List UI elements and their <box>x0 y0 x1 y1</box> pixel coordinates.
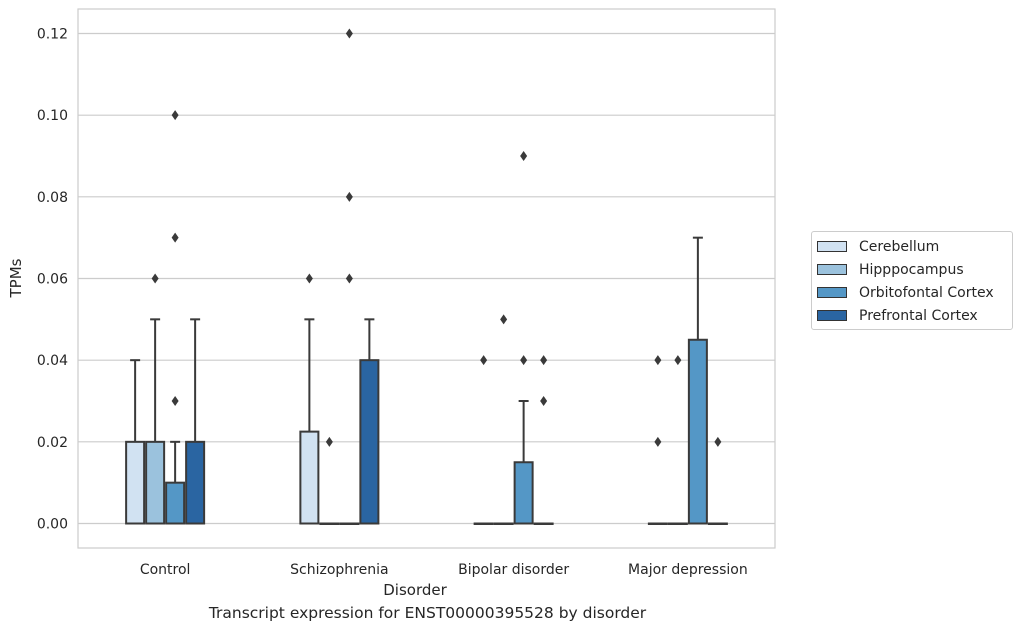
outlier-point <box>305 273 313 284</box>
x-tick-label: Schizophrenia <box>290 562 388 578</box>
x-tick-label: Major depression <box>628 562 748 578</box>
outlier-point <box>654 436 662 447</box>
y-tick-label: 0.06 <box>37 272 68 288</box>
box-major-depression-cerebellum <box>647 355 668 525</box>
x-tick-label: Bipolar disorder <box>458 562 569 578</box>
box <box>513 461 534 525</box>
legend-swatch <box>817 264 847 275</box>
outlier-point <box>345 191 353 202</box>
legend-label: Prefrontal Cortex <box>859 307 978 324</box>
y-tick-label: 0.00 <box>37 517 68 533</box>
x-tick-labels: Control Schizophrenia Bipolar disorder Majo… <box>140 562 748 578</box>
outlier-point <box>520 355 528 366</box>
y-tick-label: 0.02 <box>37 435 68 451</box>
box-bipolar-disorder-orbitofontal-cortex <box>513 151 534 525</box>
y-tick-label: 0.08 <box>37 190 68 206</box>
y-tick-label: 0.12 <box>37 27 68 43</box>
legend-swatch <box>817 287 847 298</box>
outlier-point <box>714 436 722 447</box>
box <box>299 430 320 525</box>
outlier-point <box>654 355 662 366</box>
outlier-point <box>540 396 548 406</box>
outlier-point <box>480 355 488 366</box>
x-tick-label: Control <box>140 562 191 578</box>
box-major-depression-orbitofontal-cortex <box>687 236 708 525</box>
outlier-point <box>674 355 682 366</box>
legend-swatch <box>817 310 847 321</box>
box <box>145 440 166 525</box>
y-tick-label: 0.10 <box>37 108 68 124</box>
y-axis-label: TPMs <box>7 258 25 298</box>
outlier-point <box>151 273 159 284</box>
box-control-orbitofontal-cortex <box>165 110 186 525</box>
outlier-point <box>171 110 179 121</box>
outlier-point <box>345 273 353 284</box>
legend-item: Prefrontal Cortex <box>812 304 1012 327</box>
legend-item: Hipppocampus <box>812 258 1012 281</box>
box <box>359 359 380 525</box>
box-schizophrenia-cerebellum <box>299 273 320 525</box>
box <box>125 440 146 525</box>
x-axis-label: Disorder <box>383 581 447 599</box>
box-control-hipppocampus <box>145 273 166 525</box>
outlier-point <box>500 314 508 325</box>
outlier-point <box>325 436 333 447</box>
outlier-point <box>540 355 548 366</box>
gridlines <box>78 32 775 525</box>
box <box>687 338 708 525</box>
box <box>185 440 206 525</box>
outlier-point <box>171 232 179 243</box>
legend-label: Cerebellum <box>859 238 940 255</box>
legend-swatch <box>817 241 847 252</box>
box-control-cerebellum <box>125 359 146 525</box>
box-bipolar-disorder-prefrontal-cortex <box>533 355 554 525</box>
box-schizophrenia-hipppocampus <box>319 436 340 525</box>
box-schizophrenia-orbitofontal-cortex <box>339 28 360 525</box>
box-major-depression-hipppocampus <box>667 355 688 525</box>
y-tick-labels: 0.00 0.02 0.04 0.06 0.08 0.10 0.12 <box>37 27 68 533</box>
box <box>165 481 186 525</box>
outlier-point <box>345 28 353 39</box>
box-layer <box>125 28 728 525</box>
y-tick-label: 0.04 <box>37 353 68 369</box>
box-schizophrenia-prefrontal-cortex <box>359 318 380 525</box>
box-bipolar-disorder-cerebellum <box>473 355 494 525</box>
legend: Cerebellum Hipppocampus Orbitofontal Corte… <box>811 231 1013 330</box>
box-control-prefrontal-cortex <box>185 318 206 525</box>
outlier-point <box>520 151 528 161</box>
outlier-point <box>171 396 179 406</box>
box-bipolar-disorder-hipppocampus <box>493 314 514 525</box>
legend-label: Orbitofontal Cortex <box>859 284 994 301</box>
legend-item: Orbitofontal Cortex <box>812 281 1012 304</box>
box-major-depression-prefrontal-cortex <box>707 436 728 525</box>
chart-title: Transcript expression for ENST0000039552… <box>208 604 647 622</box>
plot-frame <box>77 8 776 549</box>
legend-item: Cerebellum <box>812 235 1012 258</box>
legend-label: Hipppocampus <box>859 261 964 278</box>
